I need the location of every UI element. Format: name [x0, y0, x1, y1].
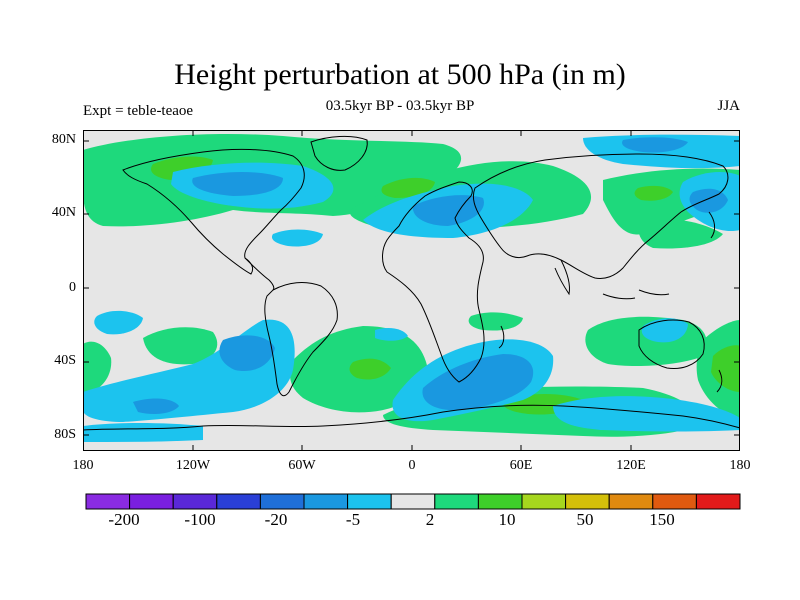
contour-green-south-indian [585, 316, 707, 366]
lon-label-60w: 60W [288, 458, 316, 473]
lon-label-120e: 120E [616, 458, 646, 473]
contour-lightblue-australia [641, 318, 688, 343]
colorbar-box-8 [434, 493, 479, 510]
contour-midblue-europe [412, 195, 484, 226]
lon-label-180e: 180 [729, 458, 751, 473]
colorbar-box-9 [477, 493, 523, 510]
colorbar-label-150: 150 [649, 510, 675, 529]
colorbar-label-10: 10 [498, 510, 516, 529]
contour-darkgreen-southeast [711, 345, 740, 392]
coastline-europe-africa [382, 181, 485, 383]
coastline-indonesia [602, 289, 670, 300]
contour-darkgreen-ne [634, 185, 673, 201]
coastline-antarctica [83, 404, 740, 431]
contour-green-pacific-nw [638, 218, 723, 249]
colorbar-label-neg5: -5 [345, 510, 361, 529]
lon-label-120w: 120W [175, 458, 211, 473]
lat-label-eq: 0 [69, 280, 76, 295]
chart-subtitle: 03.5kyr BP - 03.5kyr BP [325, 98, 475, 114]
colorbar [85, 493, 741, 510]
coastline-asia [472, 153, 729, 279]
colorbar-box-14 [695, 493, 741, 510]
chart-title: Height perturbation at 500 hPa (in m) [174, 58, 626, 91]
coastline-india [554, 259, 570, 296]
contour-lightblue-southern-east [553, 396, 740, 432]
colorbar-box-0 [85, 493, 131, 510]
lon-label-180w: 180 [72, 458, 94, 473]
coastline-north-america [122, 148, 305, 275]
coastline-australia [638, 319, 705, 369]
coastline-japan [708, 211, 716, 239]
contour-lightblue-west-pacific-south [94, 310, 143, 335]
contour-midblue-ne-asia [622, 137, 688, 153]
coastline-new-zealand [716, 369, 723, 393]
contour-green-southwest [83, 341, 112, 392]
coastline-greenland [310, 135, 368, 171]
colorbar-box-11 [565, 493, 610, 510]
season-label: JJA [717, 98, 740, 114]
colorbar-label-neg20: -20 [264, 510, 288, 529]
contour-midblue-southern [422, 354, 534, 411]
contour-midblue-south-pacific [219, 335, 275, 372]
lat-label-40n: 40N [51, 205, 76, 220]
lon-label-60e: 60E [509, 458, 533, 473]
experiment-label: Expt = teble-teaoe [83, 103, 194, 119]
lon-label-0: 0 [408, 458, 416, 473]
coastline-madagascar [498, 325, 505, 349]
colorbar-box-6 [347, 493, 392, 510]
contour-darkgreen-south-atlantic [349, 358, 391, 380]
colorbar-label-neg200: -200 [108, 510, 140, 529]
contour-green-south-pacific [143, 327, 218, 365]
coastline-central-america [244, 257, 275, 291]
colorbar-box-2 [172, 493, 218, 510]
colorbar-box-5 [303, 493, 349, 510]
lat-label-80s: 80S [54, 427, 76, 442]
colorbar-box-13 [652, 493, 697, 510]
colorbar-label-2: 2 [425, 510, 435, 529]
colorbar-box-7 [390, 493, 436, 510]
contour-lightblue-atlantic-mid [271, 229, 323, 247]
colorbar-box-1 [129, 493, 174, 510]
contour-darkgreen-eurasia [381, 177, 435, 198]
coastline-south-america [264, 282, 338, 397]
colorbar-box-4 [259, 493, 305, 510]
colorbar-label-50: 50 [576, 510, 594, 529]
contour-midblue-north-america [192, 172, 283, 196]
map-frame [83, 130, 740, 451]
contour-lightblue-indian [375, 328, 408, 341]
colorbar-box-12 [608, 493, 654, 510]
map-plot [83, 130, 740, 451]
coastlines [83, 135, 740, 431]
lat-label-40s: 40S [54, 353, 76, 368]
contour-lightblue-bottom-west [83, 423, 203, 442]
colorbar-box-10 [521, 493, 567, 510]
colorbar-box-3 [216, 493, 261, 510]
lat-label-80n: 80N [51, 132, 76, 147]
contour-midblue-southwest [133, 398, 179, 414]
colorbar-label-neg100: -100 [184, 510, 216, 529]
